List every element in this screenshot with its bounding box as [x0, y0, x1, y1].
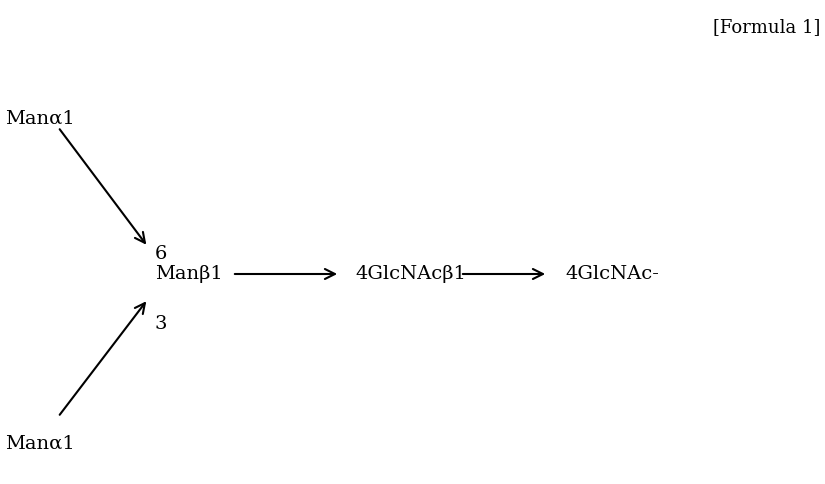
Text: 3: 3	[155, 314, 167, 333]
Text: [Formula 1]: [Formula 1]	[713, 18, 820, 36]
Text: 4GlcNAc-: 4GlcNAc-	[565, 264, 659, 283]
Text: 6: 6	[155, 244, 167, 262]
Text: Manα1: Manα1	[5, 110, 75, 128]
Text: Manα1: Manα1	[5, 434, 75, 452]
Text: Manβ1: Manβ1	[155, 264, 223, 283]
Text: 4GlcNAcβ1: 4GlcNAcβ1	[355, 264, 466, 283]
